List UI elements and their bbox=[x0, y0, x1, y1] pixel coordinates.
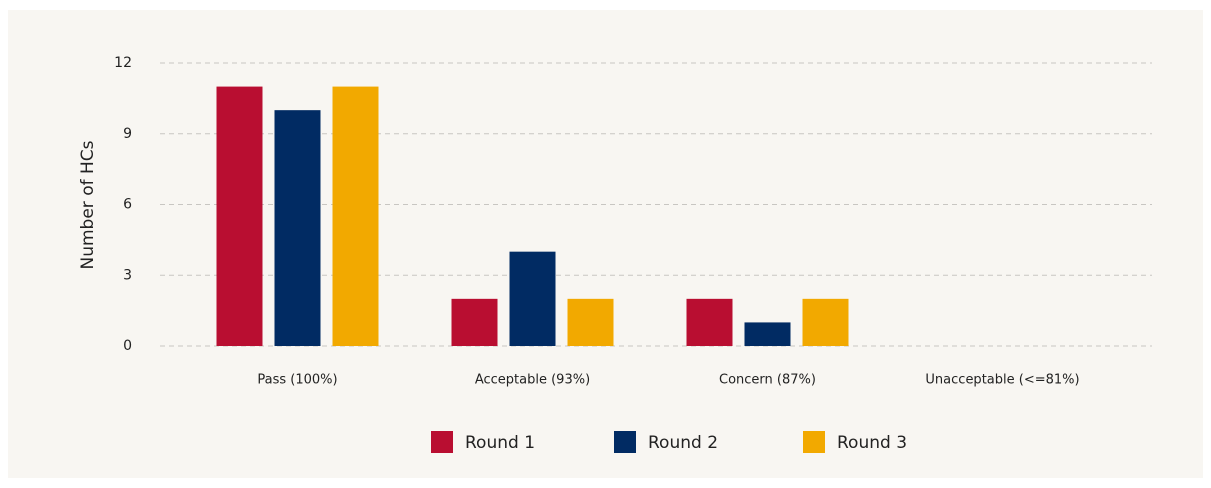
y-tick-label: 3 bbox=[123, 267, 132, 283]
legend-label: Round 2 bbox=[648, 433, 718, 453]
legend-swatch bbox=[803, 431, 825, 453]
bar bbox=[332, 86, 379, 346]
y-axis-label: Number of HCs bbox=[78, 140, 98, 269]
x-tick-label: Unacceptable (<=81%) bbox=[925, 373, 1079, 388]
bar bbox=[744, 322, 791, 346]
bar bbox=[216, 86, 263, 346]
bar bbox=[509, 251, 556, 346]
x-tick-label: Acceptable (93%) bbox=[475, 373, 590, 388]
x-tick-label: Concern (87%) bbox=[719, 373, 816, 388]
chart-panel bbox=[8, 10, 1203, 478]
legend-label: Round 1 bbox=[465, 433, 535, 453]
y-tick-label: 0 bbox=[123, 338, 132, 354]
legend-label: Round 3 bbox=[837, 433, 907, 453]
legend-swatch bbox=[614, 431, 636, 453]
bar bbox=[451, 298, 498, 346]
y-tick-label: 12 bbox=[114, 55, 132, 71]
legend-swatch bbox=[431, 431, 453, 453]
bar bbox=[567, 298, 614, 346]
y-tick-label: 6 bbox=[123, 197, 132, 213]
bar bbox=[686, 298, 733, 346]
x-tick-label: Pass (100%) bbox=[257, 373, 337, 388]
y-tick-label: 9 bbox=[123, 126, 132, 142]
bar bbox=[274, 110, 321, 347]
bar bbox=[802, 298, 849, 346]
